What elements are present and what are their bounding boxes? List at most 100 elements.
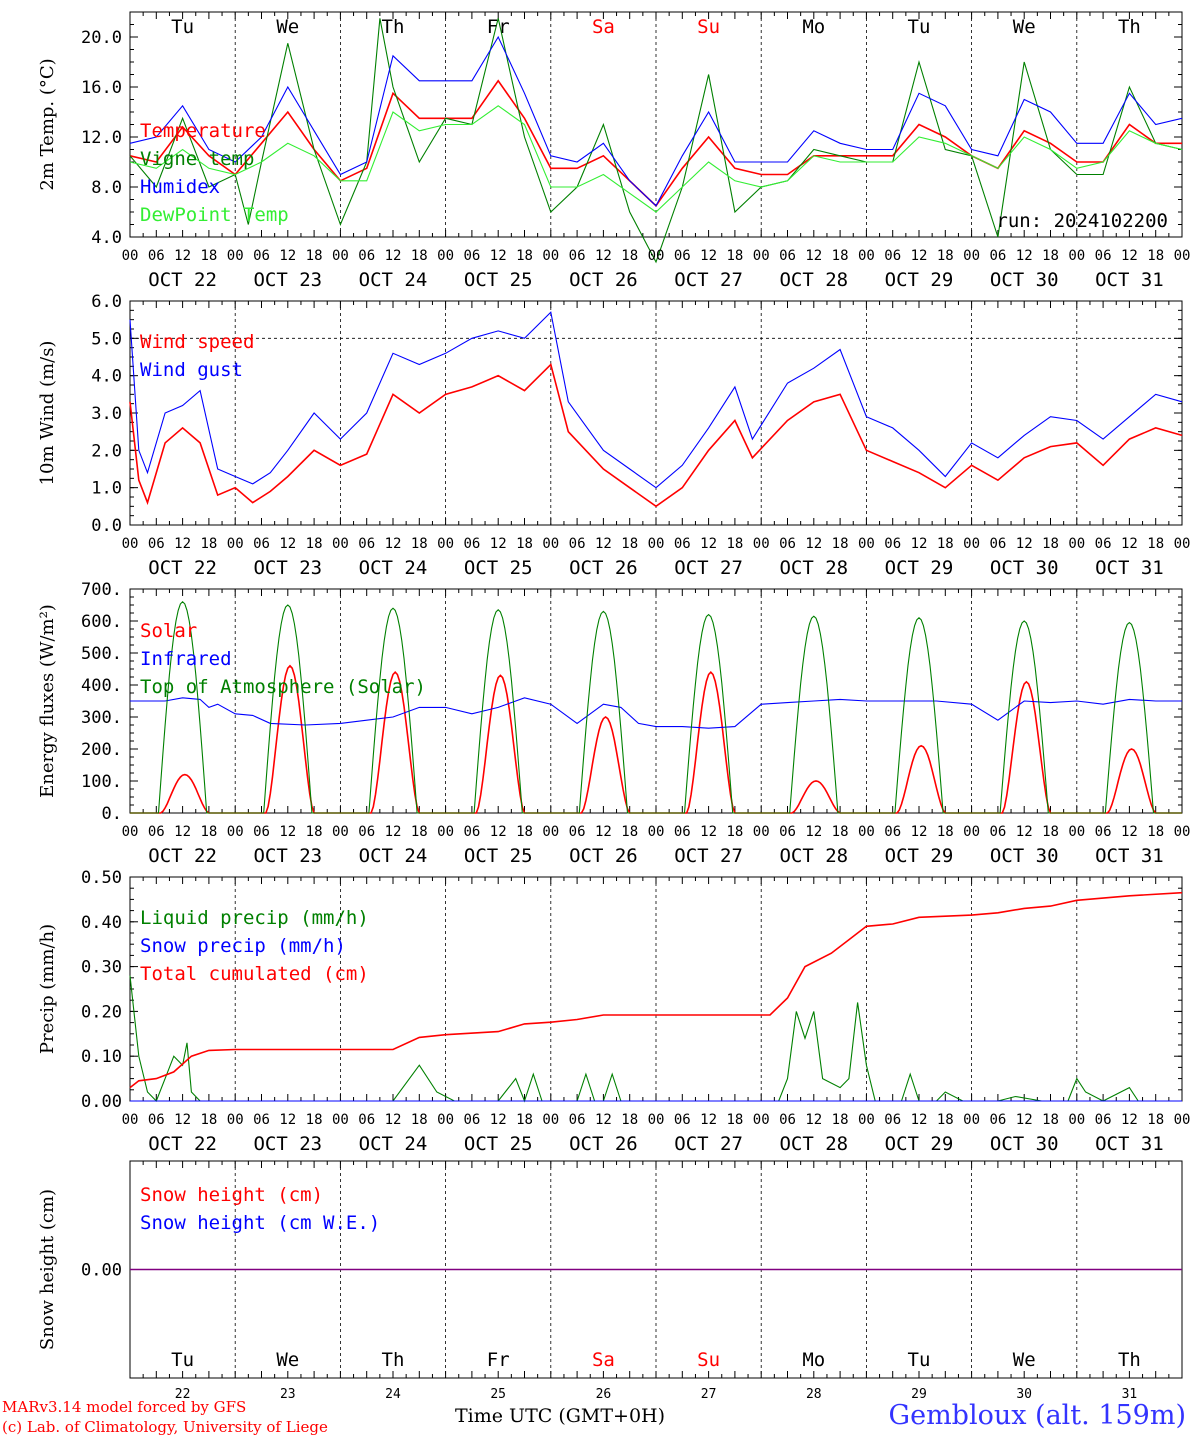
date-label: OCT 23 <box>253 269 322 291</box>
y-tick-label: 0.10 <box>81 1047 122 1067</box>
hour-label: 18 <box>621 1112 638 1128</box>
hour-label: 18 <box>1147 824 1164 840</box>
hour-label: 12 <box>1121 248 1138 264</box>
date-label: OCT 31 <box>1095 1133 1164 1155</box>
hour-label: 06 <box>358 248 375 264</box>
hour-label: 00 <box>227 536 244 552</box>
date-label: OCT 26 <box>569 557 638 579</box>
hour-label: 06 <box>989 536 1006 552</box>
hour-label: 06 <box>569 248 586 264</box>
weekday-label: Sa <box>592 16 615 38</box>
hour-label: 12 <box>1121 824 1138 840</box>
hour-label: 18 <box>411 1112 428 1128</box>
weekday-label: Su <box>697 1349 720 1371</box>
hour-label: 12 <box>911 536 928 552</box>
date-label: OCT 26 <box>569 1133 638 1155</box>
hour-label: 00 <box>1068 536 1085 552</box>
y-tick-label: 2.0 <box>91 441 122 461</box>
date-label: OCT 30 <box>990 557 1059 579</box>
legend-entry: Infrared <box>140 648 232 670</box>
day-number-label: 28 <box>806 1387 822 1402</box>
hour-label: 12 <box>700 248 717 264</box>
y-tick-label: 4.0 <box>91 228 122 248</box>
hour-label: 00 <box>332 536 349 552</box>
hour-label: 18 <box>937 824 954 840</box>
y-tick-label: 0.20 <box>81 1002 122 1022</box>
hour-label: 00 <box>542 824 559 840</box>
hour-label: 12 <box>279 824 296 840</box>
series-line-dewpoint-temp <box>129 105 1183 213</box>
hour-label: 06 <box>884 536 901 552</box>
hour-label: 12 <box>700 1112 717 1128</box>
date-label: OCT 31 <box>1095 269 1164 291</box>
legend-entry: Humidex <box>140 176 220 198</box>
hour-label: 12 <box>1016 248 1033 264</box>
y-tick-label: 20.0 <box>81 28 122 48</box>
hour-label: 00 <box>753 536 770 552</box>
day-number-label: 23 <box>280 1387 296 1402</box>
hour-label: 06 <box>358 824 375 840</box>
series-line-total-cumulated-cm- <box>129 891 1183 1089</box>
legend-entry: DewPoint Temp <box>140 204 289 226</box>
hour-label: 18 <box>1042 824 1059 840</box>
hour-label: 18 <box>832 248 849 264</box>
hour-label: 18 <box>1042 248 1059 264</box>
hour-label: 06 <box>674 536 691 552</box>
hour-label: 00 <box>1068 248 1085 264</box>
hour-label: 00 <box>1068 824 1085 840</box>
hour-label: 00 <box>542 1112 559 1128</box>
hour-label: 06 <box>148 1112 165 1128</box>
date-label: OCT 24 <box>359 1133 428 1155</box>
legend-entry: Wind gust <box>140 359 243 381</box>
weekday-label: Fr <box>487 16 510 38</box>
hour-label: 18 <box>411 824 428 840</box>
hour-label: 00 <box>1174 1112 1191 1128</box>
hour-label: 12 <box>174 824 191 840</box>
hour-label: 06 <box>358 1112 375 1128</box>
legend-entry: Solar <box>140 620 197 642</box>
hour-label: 18 <box>306 248 323 264</box>
hour-label: 00 <box>437 824 454 840</box>
weekday-label: Th <box>382 16 405 38</box>
hour-label: 06 <box>148 824 165 840</box>
hour-label: 18 <box>516 248 533 264</box>
date-label: OCT 28 <box>779 1133 848 1155</box>
y-tick-label: 0.50 <box>81 868 122 888</box>
hour-label: 00 <box>542 536 559 552</box>
date-label: OCT 25 <box>464 1133 533 1155</box>
hour-label: 00 <box>648 248 665 264</box>
hour-label: 06 <box>1095 536 1112 552</box>
model-credit-line2: (c) Lab. of Climatology, University of L… <box>2 1418 328 1436</box>
hour-label: 06 <box>674 1112 691 1128</box>
hour-label: 00 <box>227 824 244 840</box>
hour-label: 18 <box>832 1112 849 1128</box>
hour-label: 18 <box>726 536 743 552</box>
legend-entry: Liquid precip (mm/h) <box>140 907 369 929</box>
date-label: OCT 22 <box>148 269 217 291</box>
hour-label: 00 <box>332 824 349 840</box>
hour-label: 06 <box>779 536 796 552</box>
weekday-label: Tu <box>908 1349 931 1371</box>
hour-label: 06 <box>779 248 796 264</box>
hour-label: 18 <box>516 1112 533 1128</box>
hour-label: 18 <box>937 1112 954 1128</box>
y-axis-title: Energy fluxes (W/m²) <box>37 604 58 798</box>
hour-label: 12 <box>805 824 822 840</box>
series-line-infrared <box>130 697 1182 729</box>
hour-label: 06 <box>253 824 270 840</box>
hour-label: 18 <box>306 824 323 840</box>
date-label: OCT 23 <box>253 845 322 867</box>
date-label: OCT 27 <box>674 1133 743 1155</box>
date-label: OCT 27 <box>674 845 743 867</box>
y-axis-title: 10m Wind (m/s) <box>37 341 58 486</box>
y-tick-label: 0.00 <box>81 1261 122 1281</box>
hour-label: 18 <box>200 824 217 840</box>
hour-label: 12 <box>595 824 612 840</box>
hour-label: 00 <box>1174 824 1191 840</box>
hour-label: 18 <box>937 248 954 264</box>
hour-label: 06 <box>463 1112 480 1128</box>
hour-label: 12 <box>490 248 507 264</box>
series-line-liquid-precip-mm-h- <box>129 975 1182 1103</box>
hour-label: 18 <box>200 536 217 552</box>
hour-label: 18 <box>1147 1112 1164 1128</box>
